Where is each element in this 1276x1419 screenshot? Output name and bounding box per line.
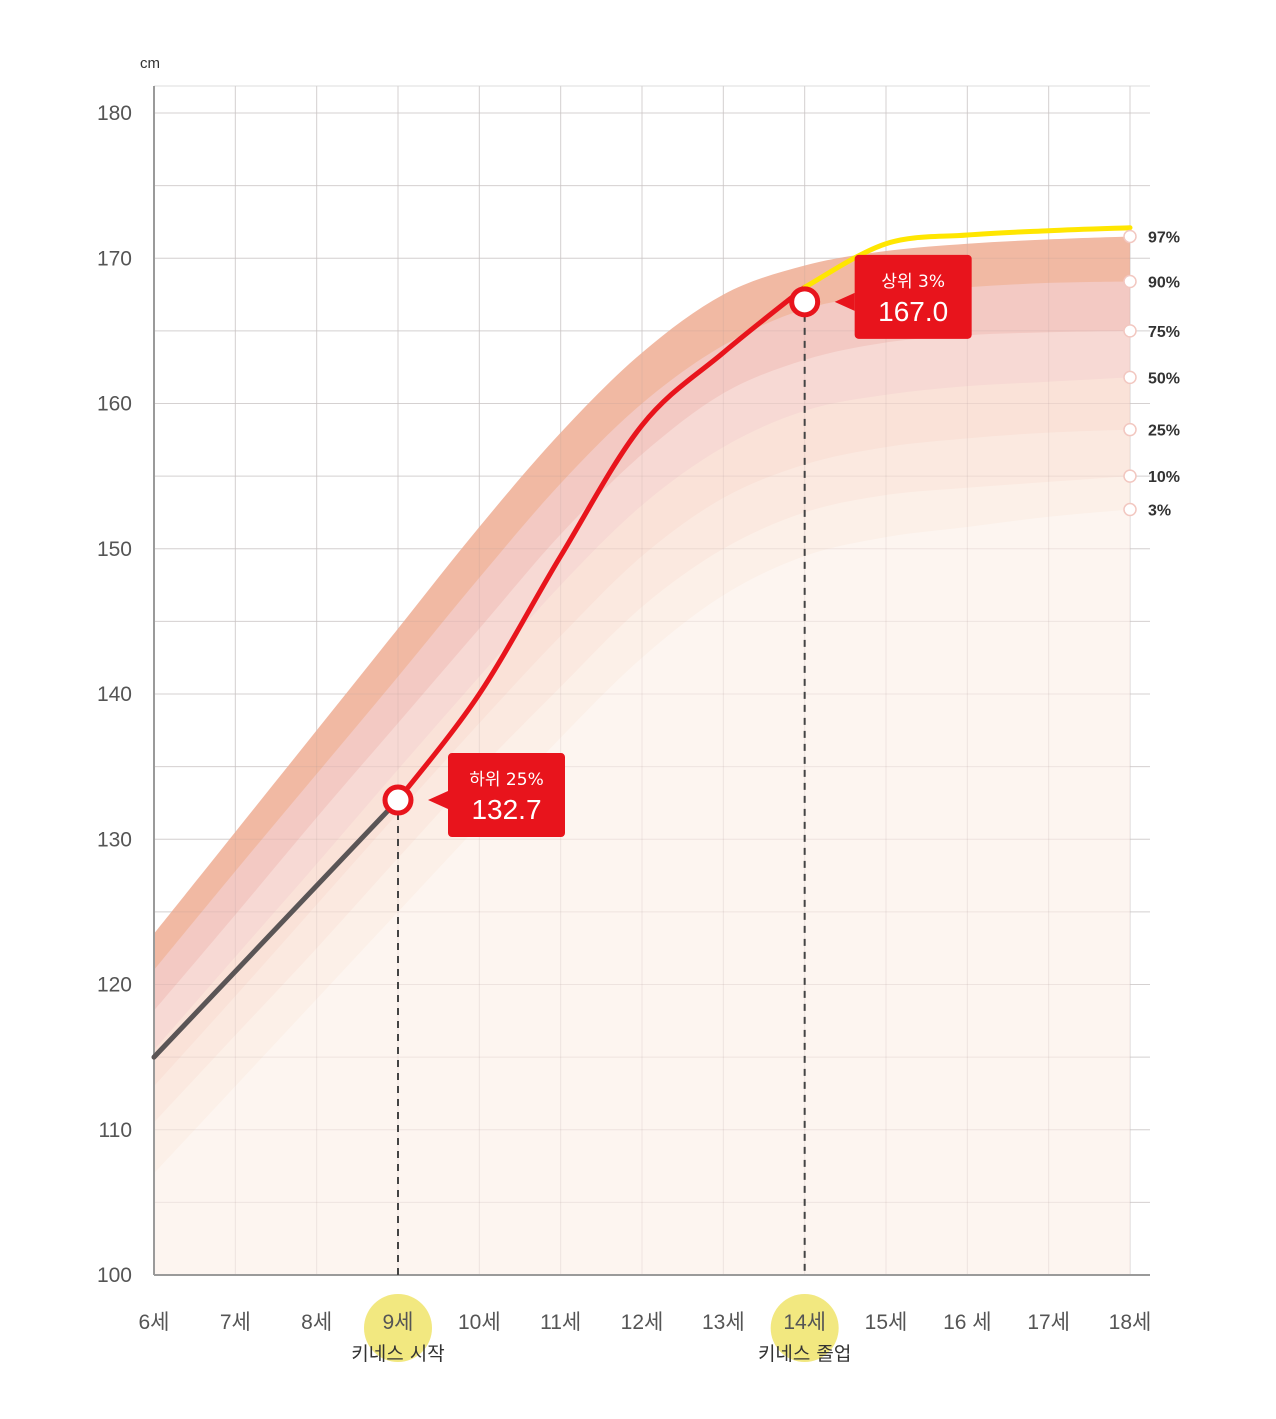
y-tick-labels: 100 110 120 130 140 150 160 170 180	[97, 102, 132, 1287]
x-tick-label: 11세	[540, 1311, 581, 1334]
x-tick-label: 17세	[1027, 1311, 1070, 1334]
percentile-label: 97%	[1148, 229, 1180, 246]
percentile-label: 90%	[1148, 274, 1180, 291]
percentile-marker	[1123, 324, 1137, 338]
x-tick-label: 15세	[865, 1311, 908, 1334]
milestone-caption: 키네스 졸업	[758, 1343, 851, 1365]
milestone-point	[382, 784, 414, 816]
y-tick-label: 180	[97, 102, 132, 125]
x-tick-label: 13세	[702, 1311, 745, 1334]
callout-pointer	[428, 791, 448, 810]
percentile-marker	[1123, 370, 1137, 385]
percentile-marker	[1123, 422, 1137, 437]
x-tick-label: 18세	[1109, 1311, 1152, 1334]
x-tick-label: 14세	[783, 1311, 826, 1334]
milestone-callout	[448, 753, 565, 838]
percentile-label: 10%	[1148, 469, 1180, 486]
callout-pointer	[834, 292, 855, 311]
milestone-callouts: 하위 25% 132.7 상위 3% 167.0	[382, 254, 972, 838]
x-tick-label: 7세	[220, 1311, 251, 1334]
x-tick-label: 9세	[383, 1311, 414, 1334]
milestone-guides	[397, 301, 806, 1275]
x-tick-label: 16 세	[943, 1311, 992, 1334]
milestone-tick-highlight	[770, 1294, 839, 1362]
y-unit-label: cm	[140, 55, 160, 72]
growth-line-1	[395, 284, 808, 803]
percentile-labels: 97% 90% 75% 50% 25% 10% 3%	[1123, 229, 1180, 520]
percentile-label: 25%	[1148, 423, 1180, 440]
percentile-marker	[1123, 274, 1137, 289]
growth-line-0	[151, 797, 401, 1060]
y-tick-label: 140	[97, 683, 132, 706]
y-tick-label: 160	[97, 393, 132, 416]
x-tick-label: 6세	[139, 1311, 170, 1334]
y-tick-label: 120	[97, 974, 132, 997]
milestone-callout	[854, 254, 972, 339]
y-tick-label: 130	[97, 828, 132, 851]
percentile-band-3	[154, 509, 1130, 1275]
x-tick-label: 12세	[621, 1311, 664, 1334]
percentile-label: 50%	[1148, 370, 1180, 387]
milestone-caption: 키네스 시작	[351, 1343, 444, 1365]
percentile-label: 3%	[1148, 503, 1171, 520]
x-tick-label: 10세	[458, 1311, 501, 1334]
percentile-marker	[1123, 502, 1137, 517]
axes	[153, 86, 1150, 1276]
y-tick-label: 150	[97, 538, 132, 561]
x-tick-labels: 6세 7세 8세 9세 10세 11세 12세 13세 14세 15세 16 세 17세 18세키네스 …	[139, 1294, 1152, 1365]
percentile-marker	[1123, 229, 1137, 244]
percentile-label: 75%	[1148, 324, 1180, 341]
callout-rank: 하위 25%	[469, 770, 543, 790]
y-tick-label: 170	[97, 247, 132, 270]
y-tick-label: 100	[97, 1264, 132, 1287]
milestone-point	[789, 286, 821, 318]
callout-value: 167.0	[878, 296, 948, 327]
milestone-tick-highlight	[364, 1294, 432, 1362]
callout-value: 132.7	[471, 794, 541, 825]
y-tick-label: 110	[99, 1119, 132, 1142]
x-tick-label: 8세	[301, 1311, 332, 1334]
callout-rank: 상위 3%	[881, 272, 945, 292]
percentile-marker	[1123, 469, 1137, 483]
